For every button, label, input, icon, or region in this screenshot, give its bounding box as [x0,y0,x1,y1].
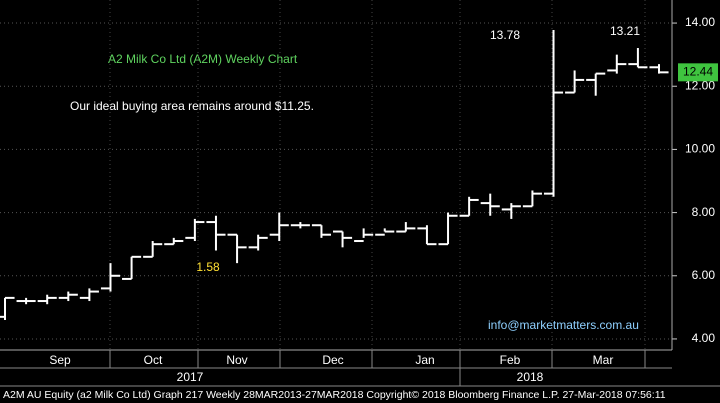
x-tick-label: Feb [500,353,521,367]
y-tick-label: 12.00 [685,78,715,92]
annotation: 13.21 [610,24,640,38]
year-label: 2018 [517,370,544,384]
x-tick-label: Dec [322,353,343,367]
last-price-box [678,63,718,82]
subtitle: Our ideal buying area remains around $11… [70,99,314,113]
x-tick-label: Nov [226,353,247,367]
last-price-label: 12.44 [683,65,713,79]
footer: A2M AU Equity (a2 Milk Co Ltd) Graph 217… [3,389,666,401]
watermark: info@marketmatters.com.au [488,318,639,332]
x-tick-label: Jan [415,353,434,367]
annotation: 13.78 [490,28,520,42]
x-tick-label: Oct [144,353,163,367]
y-tick-label: 8.00 [692,205,716,219]
y-tick-label: 4.00 [692,331,716,345]
annotation: 1.58 [196,260,220,274]
chart-title: A2 Milk Co Ltd (A2M) Weekly Chart [108,52,298,66]
y-tick-label: 10.00 [685,142,715,156]
x-tick-label: Sep [49,353,71,367]
y-tick-label: 6.00 [692,268,716,282]
y-tick-label: 14.00 [685,15,715,29]
year-label: 2017 [177,370,204,384]
x-tick-label: Mar [593,353,614,367]
